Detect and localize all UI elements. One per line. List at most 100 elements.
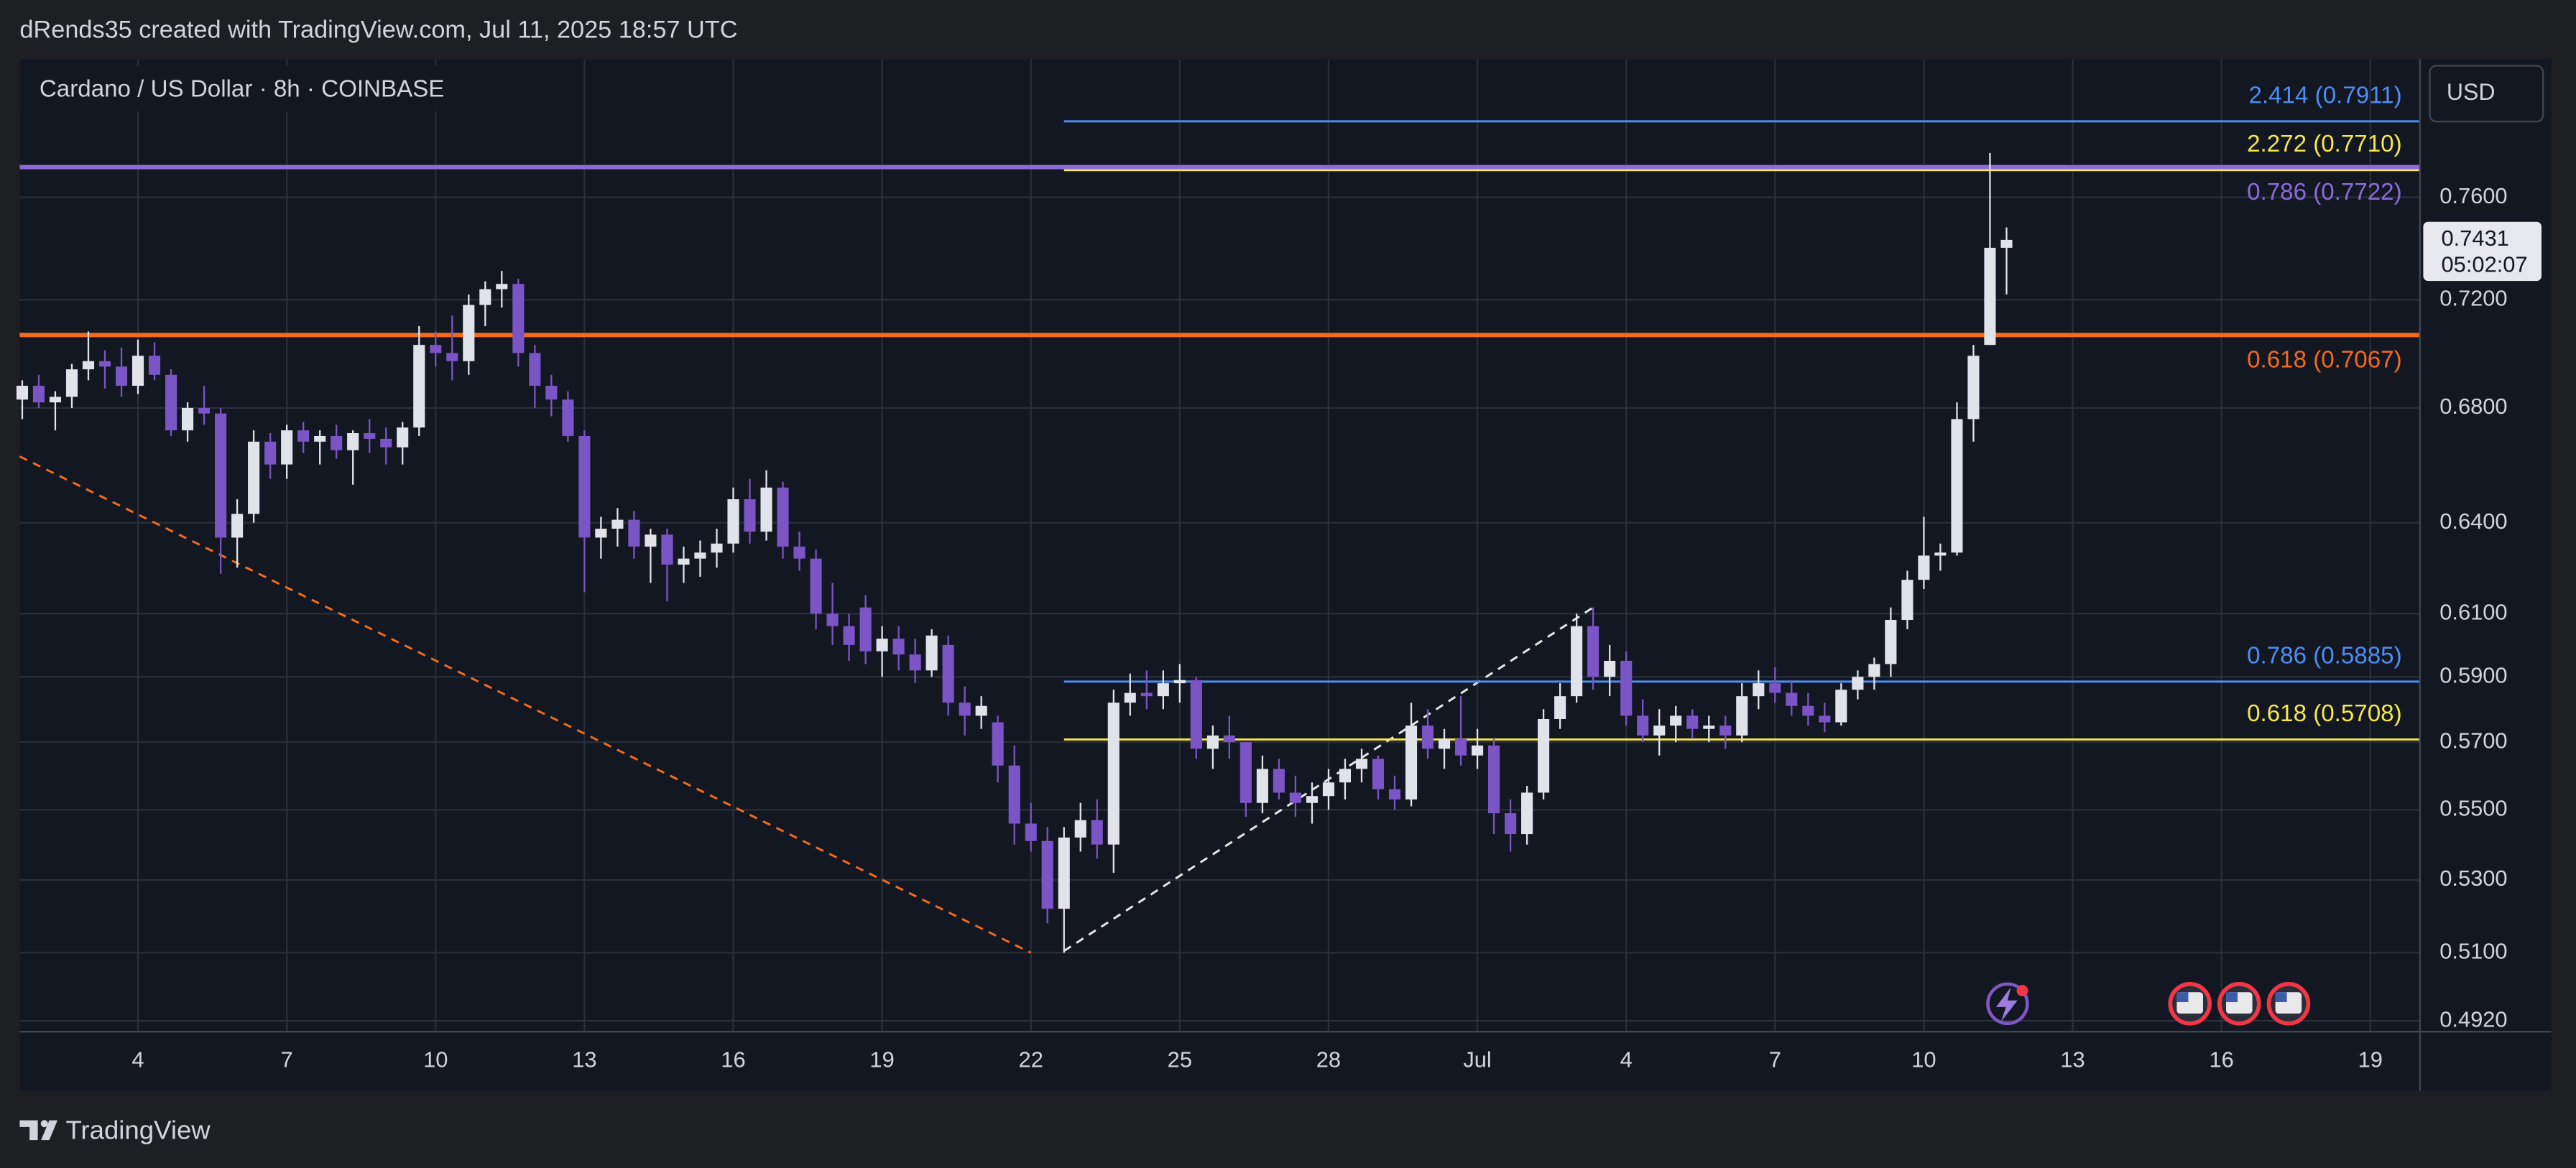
lightning-bolt bbox=[1995, 987, 2018, 1022]
candle-body bbox=[1753, 683, 1765, 697]
candle-body bbox=[1637, 715, 1649, 736]
candle-body bbox=[115, 366, 128, 386]
candle-body bbox=[1058, 837, 1070, 909]
candle-body bbox=[496, 284, 508, 289]
candle-body bbox=[578, 435, 591, 538]
candle-body bbox=[1852, 677, 1864, 690]
candle-body bbox=[1835, 690, 1847, 723]
x-tick-label: 13 bbox=[2060, 1047, 2085, 1072]
trendline bbox=[19, 455, 1032, 954]
candle-body bbox=[16, 386, 29, 400]
candle-body bbox=[1604, 660, 1616, 677]
x-tick-label: 19 bbox=[2358, 1047, 2383, 1072]
candle-body bbox=[1934, 552, 1947, 556]
candle-body bbox=[1951, 419, 1963, 553]
candle-body bbox=[777, 487, 789, 547]
candle-body bbox=[1521, 792, 1533, 835]
candle-body bbox=[1041, 840, 1053, 909]
y-tick-label: 0.5300 bbox=[2439, 866, 2507, 891]
candle-body bbox=[297, 430, 310, 442]
candle-body bbox=[727, 499, 739, 544]
y-tick-label: 0.5100 bbox=[2439, 939, 2507, 964]
candle-body bbox=[1306, 796, 1319, 803]
candle-body bbox=[1107, 703, 1120, 845]
candle-body bbox=[2000, 239, 2013, 248]
candle-body bbox=[810, 558, 822, 614]
candle-body bbox=[909, 654, 921, 671]
candle-body bbox=[661, 534, 673, 565]
candle-body bbox=[430, 345, 442, 353]
x-tick-label: 7 bbox=[1769, 1047, 1781, 1072]
candle-body bbox=[1124, 692, 1136, 703]
logo-t bbox=[19, 1120, 38, 1141]
candle-body bbox=[942, 644, 954, 703]
candle-body bbox=[1223, 735, 1235, 743]
candle-body bbox=[198, 407, 211, 414]
candle-body bbox=[529, 353, 541, 386]
chart-pane bbox=[19, 59, 2552, 1091]
x-tick-label: 19 bbox=[869, 1047, 894, 1072]
candle-body bbox=[231, 514, 244, 538]
symbol-title: Cardano / US Dollar · 8h · COINBASE bbox=[40, 76, 445, 103]
candle-body bbox=[512, 284, 525, 353]
candle-body bbox=[1719, 726, 1732, 736]
candle-body bbox=[925, 635, 938, 671]
candle-body bbox=[1157, 683, 1169, 697]
candle-body bbox=[148, 356, 161, 375]
y-tick-label: 0.6400 bbox=[2439, 509, 2507, 534]
currency-button[interactable] bbox=[2429, 65, 2544, 123]
candle-body bbox=[1819, 715, 1831, 723]
candle-body bbox=[1289, 792, 1301, 803]
y-tick-label: 0.6100 bbox=[2439, 599, 2507, 624]
x-tick-label: 13 bbox=[572, 1047, 596, 1072]
candle-body bbox=[1918, 555, 1930, 580]
candle-body bbox=[645, 534, 657, 547]
candle-body bbox=[876, 639, 888, 652]
flag-canton bbox=[2226, 992, 2238, 1003]
candle-body bbox=[65, 369, 78, 397]
logo-v bbox=[41, 1120, 58, 1141]
candle-body bbox=[711, 543, 723, 553]
level-label: 0.618 (0.7067) bbox=[2247, 347, 2402, 374]
brand-logo bbox=[19, 1120, 58, 1141]
candle-body bbox=[562, 399, 574, 436]
level-label: 0.618 (0.5708) bbox=[2247, 700, 2402, 727]
candle-body bbox=[1901, 580, 1913, 620]
x-tick-label: Jul bbox=[1463, 1047, 1491, 1072]
y-tick-label: 0.7600 bbox=[2439, 183, 2507, 208]
candle-body bbox=[1786, 692, 1798, 706]
lightning-icon[interactable] bbox=[1986, 982, 2029, 1026]
candle-body bbox=[545, 386, 558, 400]
candle-body bbox=[314, 435, 326, 442]
currency-label[interactable]: USD bbox=[2447, 79, 2496, 105]
x-tick-label: 10 bbox=[423, 1047, 448, 1072]
bar-countdown: 05:02:07 bbox=[2442, 252, 2528, 277]
candle-body bbox=[1769, 683, 1781, 693]
level-label: 2.272 (0.7710) bbox=[2247, 131, 2402, 157]
candle-body bbox=[1967, 356, 1980, 420]
logo-dot bbox=[40, 1120, 48, 1128]
y-tick-label: 0.5900 bbox=[2439, 662, 2507, 687]
candle-body bbox=[1074, 820, 1086, 838]
header-credit: dRends35 created with TradingView.com, J… bbox=[19, 17, 737, 44]
y-tick-label: 0.4920 bbox=[2439, 1006, 2507, 1032]
candle-body bbox=[331, 435, 343, 450]
candle-body bbox=[959, 703, 971, 716]
y-tick-label: 0.5500 bbox=[2439, 795, 2507, 820]
candle-body bbox=[1339, 769, 1351, 783]
candle-body bbox=[744, 499, 756, 532]
candle-body bbox=[413, 345, 425, 428]
candle-body bbox=[281, 430, 293, 465]
candle-body bbox=[347, 433, 359, 450]
last-price-tag bbox=[2423, 221, 2542, 282]
candle-body bbox=[1868, 664, 1880, 677]
candle-body bbox=[1554, 696, 1566, 719]
candle-body bbox=[1472, 745, 1484, 756]
candle-body bbox=[1984, 247, 1996, 346]
x-tick-label: 16 bbox=[2209, 1047, 2233, 1072]
candle-body bbox=[1405, 726, 1418, 799]
candle-body bbox=[215, 413, 227, 538]
level-label: 0.786 (0.5885) bbox=[2247, 642, 2402, 669]
candle-body bbox=[843, 626, 855, 645]
brand-name: TradingView bbox=[65, 1115, 211, 1144]
